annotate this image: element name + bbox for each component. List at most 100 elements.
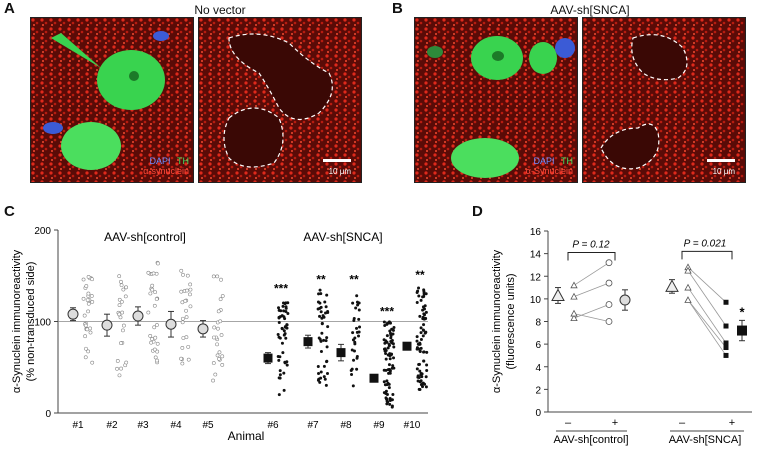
data-point-#6-13 [280,341,284,345]
data-point-#9-48 [388,371,392,375]
d-tick-minus-1: – [679,417,686,429]
data-point-#10-74 [422,289,426,293]
data-point-#4-10 [184,335,189,340]
significance-#10: ** [415,268,425,282]
d-point-1-minus-3 [684,296,692,303]
data-point-#8-19 [355,294,359,298]
data-point-#7-3 [317,292,321,296]
data-point-#6-0 [282,329,286,333]
data-point-#7-6 [319,292,323,296]
data-point-#8-17 [352,358,356,362]
group-label-snca: AAV-sh[SNCA] [303,230,382,244]
data-point-#7-39 [319,339,323,343]
data-point-#7-12 [322,375,326,379]
data-point-#5-24 [218,319,223,324]
data-point-#6-48 [284,309,288,313]
d-pair-line-1-4 [687,299,727,348]
d-y-tick-label-0: 0 [535,408,541,419]
scale-bar-b [707,159,735,162]
d-y-tick-label-6: 12 [530,272,542,283]
data-point-#9-33 [388,357,392,361]
data-point-#9-21 [382,380,386,384]
d-y-tick-label-2: 4 [535,363,541,374]
data-point-#8-11 [355,367,359,371]
data-point-#9-75 [388,367,392,371]
d-pair-line-0-2 [573,304,610,319]
data-point-#7-38 [319,305,323,309]
data-point-#3-19 [150,283,155,288]
data-point-#6-49 [285,323,289,327]
data-point-#3-8 [152,303,157,308]
data-point-#10-25 [424,310,428,314]
data-point-#1-14 [90,277,94,282]
data-point-#6-40 [282,333,286,337]
mean-marker-#3 [132,310,144,322]
d-pair-line-0-1 [573,282,610,297]
legend-dapi: DAPI [149,156,171,166]
data-point-#2-24 [119,299,124,304]
data-point-#9-32 [391,342,395,346]
data-point-#3-14 [155,349,160,354]
d-point-1-plus-0 [723,299,729,305]
data-point-#6-29 [276,333,280,337]
data-point-#7-34 [320,322,324,326]
micrograph-b-merged-image [415,18,577,182]
data-point-#4-1 [180,300,185,305]
data-point-#1-26 [90,299,95,304]
data-point-#10-62 [416,379,420,383]
data-point-#4-16 [185,273,190,278]
panel-label-d: D [472,203,483,220]
data-point-#6-33 [281,301,285,305]
data-point-#6-47 [280,314,284,318]
data-point-#10-54 [421,295,425,299]
data-point-#9-68 [384,352,388,356]
data-point-#10-79 [423,317,427,321]
data-point-#10-58 [417,347,421,351]
data-point-#10-70 [417,286,421,290]
data-point-#6-9 [278,373,282,377]
data-point-#10-26 [425,363,429,367]
data-point-#10-38 [424,330,428,334]
data-point-#3-9 [148,333,153,338]
d-y-tick-label-7: 14 [530,250,542,261]
data-point-#9-58 [383,324,387,328]
data-point-#7-22 [320,331,324,335]
mean-marker-#9 [369,373,379,383]
data-point-#7-30 [319,310,323,314]
data-point-#8-25 [355,300,359,304]
p-value-0: P = 0.12 [572,239,610,250]
data-point-#9-76 [383,349,387,353]
data-point-#10-39 [424,292,428,296]
data-point-#8-4 [354,306,358,310]
data-point-#2-22 [115,366,119,371]
data-point-#4-14 [186,357,191,362]
data-point-#1-13 [86,301,91,306]
chart-d: 0 2 4 6 8 10 12 14 16 α-Synuclein immunoreactivit… [491,227,752,446]
d-pair-line-1-1 [687,270,727,327]
d-pair-line-0-0 [573,262,610,286]
data-point-#5-9 [217,356,221,361]
data-point-#1-11 [86,349,91,354]
data-point-#4-18 [185,288,189,293]
data-point-#6-22 [285,363,289,367]
data-point-#5-20 [219,277,223,282]
data-point-#1-0 [90,360,95,365]
d-point-0-plus-2 [605,301,613,308]
data-point-#6-24 [276,355,280,359]
data-point-#9-13 [382,320,386,324]
d-y-tick-label-5: 10 [530,295,542,306]
d-point-0-minus-2 [570,314,578,322]
x-tick-label-2: #3 [137,420,149,431]
data-point-#3-12 [153,290,158,295]
data-point-#9-29 [382,368,386,372]
data-point-#5-19 [219,333,224,337]
data-point-#7-8 [322,338,326,342]
data-point-#9-69 [392,326,396,330]
data-point-#5-16 [212,335,216,340]
significance-#9: *** [380,305,394,319]
data-point-#4-17 [179,268,184,273]
data-point-#5-8 [212,325,217,330]
data-point-#8-16 [357,317,361,321]
data-point-#8-23 [350,367,354,371]
d-y-axis-label-line-1: α-Synuclein immunoreactivity [491,249,503,393]
